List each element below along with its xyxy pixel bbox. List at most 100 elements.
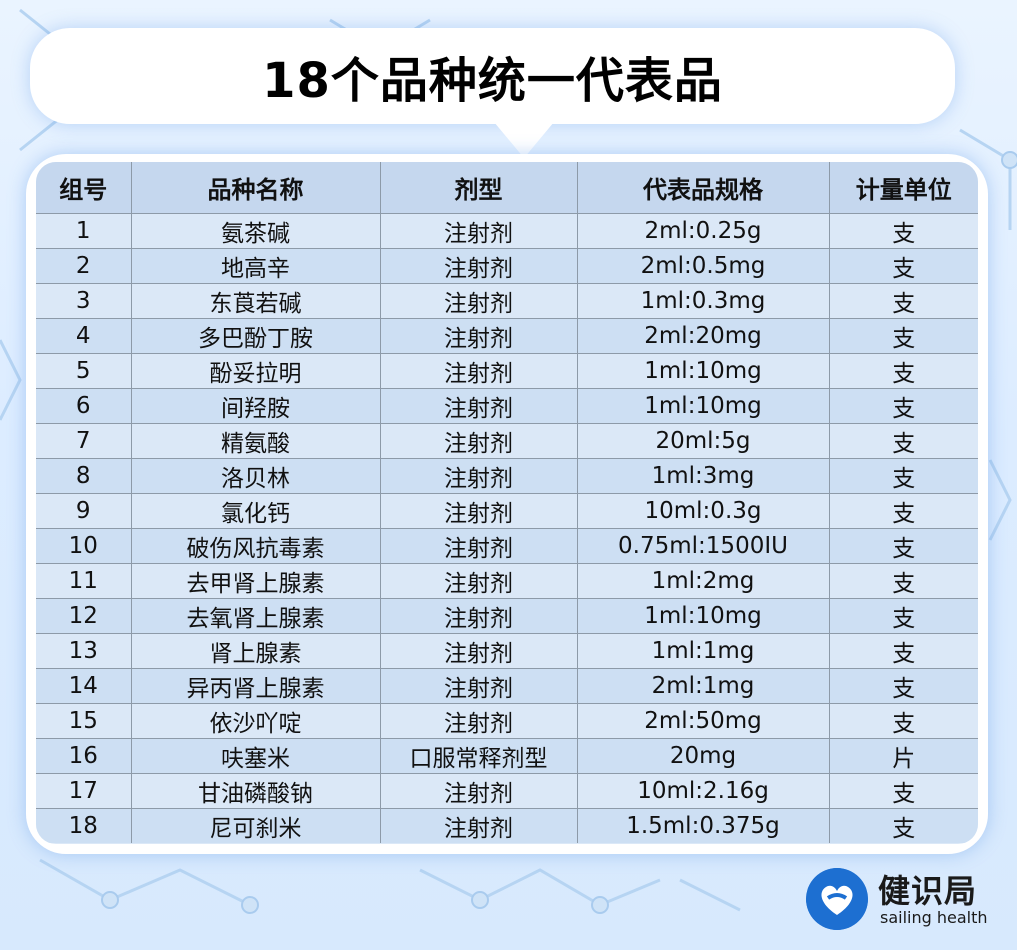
table-row: 3 东莨若碱 注射剂 1ml:0.3mg 支	[36, 283, 978, 318]
cell-dosage-form: 注射剂	[380, 563, 578, 598]
cell-unit: 支	[892, 780, 916, 807]
cell-variety-name: 尼可刹米	[131, 808, 381, 843]
cell-group-number: 16	[36, 738, 132, 773]
cell-variety-name: 依沙吖啶	[131, 703, 381, 738]
cell-representative-spec: 1.5ml:0.375g	[577, 808, 830, 843]
cell-dosage-form: 注射剂	[380, 213, 578, 248]
cell-dosage-form: 注射剂	[380, 598, 578, 633]
cell-representative-spec: 10ml:2.16g	[577, 773, 830, 808]
cell-dosage-form: 注射剂	[380, 528, 578, 563]
cell-unit: 支	[892, 465, 916, 492]
cell-unit: 支	[892, 605, 916, 632]
cell-dosage-form: 注射剂	[380, 318, 578, 353]
cell-unit: 支	[892, 640, 916, 667]
table-row: 8 洛贝林 注射剂 1ml:3mg 支	[36, 458, 978, 493]
cell-group-number: 18	[36, 808, 132, 843]
cell-unit: 支	[892, 430, 916, 457]
table-row: 9 氯化钙 注射剂 10ml:0.3g 支	[36, 493, 978, 528]
table-header-row: 组号 品种名称 剂型 代表品规格 计量单位	[36, 162, 978, 214]
cell-representative-spec: 1ml:3mg	[577, 458, 830, 493]
table-row: 18 尼可刹米 注射剂 1.5ml:0.375g 支	[36, 808, 978, 843]
cell-dosage-form: 口服常释剂型	[380, 738, 578, 773]
cell-variety-name: 异丙肾上腺素	[131, 668, 381, 703]
table-row: 14 异丙肾上腺素 注射剂 2ml:1mg 支	[36, 668, 978, 703]
cell-unit: 支	[892, 255, 916, 282]
cell-dosage-form: 注射剂	[380, 283, 578, 318]
table-row: 2 地高辛 注射剂 2ml:0.5mg 支	[36, 248, 978, 283]
logo-name-english: sailing health	[880, 908, 988, 927]
table-row: 11 去甲肾上腺素 注射剂 1ml:2mg 支	[36, 563, 978, 598]
cell-unit: 片	[892, 745, 916, 772]
cell-unit: 支	[892, 535, 916, 562]
cell-variety-name: 去甲肾上腺素	[131, 563, 381, 598]
cell-variety-name: 洛贝林	[131, 458, 381, 493]
cell-unit: 支	[892, 395, 916, 422]
table-row: 4 多巴酚丁胺 注射剂 2ml:20mg 支	[36, 318, 978, 353]
cell-dosage-form: 注射剂	[380, 423, 578, 458]
cell-dosage-form: 注射剂	[380, 773, 578, 808]
cell-group-number: 7	[36, 423, 132, 458]
cell-group-number: 12	[36, 598, 132, 633]
cell-dosage-form: 注射剂	[380, 493, 578, 528]
cell-group-number: 15	[36, 703, 132, 738]
cell-group-number: 14	[36, 668, 132, 703]
cell-variety-name: 精氨酸	[131, 423, 381, 458]
cell-variety-name: 肾上腺素	[131, 633, 381, 668]
title-bubble: 18个品种统一代表品	[30, 28, 955, 158]
header-group-number: 组号	[36, 162, 132, 214]
cell-group-number: 13	[36, 633, 132, 668]
cell-group-number: 2	[36, 248, 132, 283]
header-variety-name: 品种名称	[131, 162, 381, 214]
header-representative-spec: 代表品规格	[577, 162, 830, 214]
cell-group-number: 10	[36, 528, 132, 563]
cell-representative-spec: 2ml:1mg	[577, 668, 830, 703]
table-row: 16 呋塞米 口服常释剂型 20mg 片	[36, 738, 978, 773]
cell-representative-spec: 10ml:0.3g	[577, 493, 830, 528]
heart-in-circle-icon	[806, 868, 868, 930]
table-row: 10 破伤风抗毒素 注射剂 0.75ml:1500IU 支	[36, 528, 978, 563]
cell-group-number: 4	[36, 318, 132, 353]
representative-products-table: 组号 品种名称 剂型 代表品规格 计量单位 1 氨茶碱 注射剂 2ml:0.25g 支 2…	[36, 162, 978, 844]
cell-representative-spec: 1ml:1mg	[577, 633, 830, 668]
cell-representative-spec: 20ml:5g	[577, 423, 830, 458]
cell-group-number: 11	[36, 563, 132, 598]
cell-representative-spec: 1ml:0.3mg	[577, 283, 830, 318]
cell-dosage-form: 注射剂	[380, 808, 578, 843]
cell-representative-spec: 0.75ml:1500IU	[577, 528, 830, 563]
cell-dosage-form: 注射剂	[380, 668, 578, 703]
cell-unit: 支	[892, 815, 916, 842]
cell-variety-name: 间羟胺	[131, 388, 381, 423]
cell-unit: 支	[892, 675, 916, 702]
cell-unit: 支	[892, 325, 916, 352]
cell-representative-spec: 1ml:10mg	[577, 353, 830, 388]
cell-unit: 支	[892, 220, 916, 247]
cell-representative-spec: 1ml:2mg	[577, 563, 830, 598]
cell-dosage-form: 注射剂	[380, 703, 578, 738]
cell-representative-spec: 20mg	[577, 738, 830, 773]
cell-variety-name: 东莨若碱	[131, 283, 381, 318]
cell-group-number: 6	[36, 388, 132, 423]
cell-representative-spec: 1ml:10mg	[577, 388, 830, 423]
cell-unit: 支	[892, 360, 916, 387]
cell-dosage-form: 注射剂	[380, 248, 578, 283]
cell-group-number: 1	[36, 213, 132, 248]
cell-representative-spec: 2ml:0.5mg	[577, 248, 830, 283]
cell-variety-name: 氨茶碱	[131, 213, 381, 248]
cell-group-number: 3	[36, 283, 132, 318]
table-body: 1 氨茶碱 注射剂 2ml:0.25g 支 2 地高辛 注射剂 2ml:0.5mg 支 3 东莨若碱注…	[36, 213, 978, 843]
table-row: 15 依沙吖啶 注射剂 2ml:50mg 支	[36, 703, 978, 738]
cell-unit: 支	[892, 290, 916, 317]
cell-dosage-form: 注射剂	[380, 388, 578, 423]
cell-representative-spec: 1ml:10mg	[577, 598, 830, 633]
cell-group-number: 8	[36, 458, 132, 493]
cell-representative-spec: 2ml:0.25g	[577, 213, 830, 248]
table-row: 1 氨茶碱 注射剂 2ml:0.25g 支	[36, 213, 978, 248]
cell-dosage-form: 注射剂	[380, 633, 578, 668]
header-unit: 计量单位	[829, 162, 978, 214]
header-dosage-form: 剂型	[380, 162, 578, 214]
cell-variety-name: 地高辛	[131, 248, 381, 283]
cell-dosage-form: 注射剂	[380, 458, 578, 493]
cell-group-number: 17	[36, 773, 132, 808]
cell-variety-name: 破伤风抗毒素	[131, 528, 381, 563]
table-row: 12 去氧肾上腺素 注射剂 1ml:10mg 支	[36, 598, 978, 633]
